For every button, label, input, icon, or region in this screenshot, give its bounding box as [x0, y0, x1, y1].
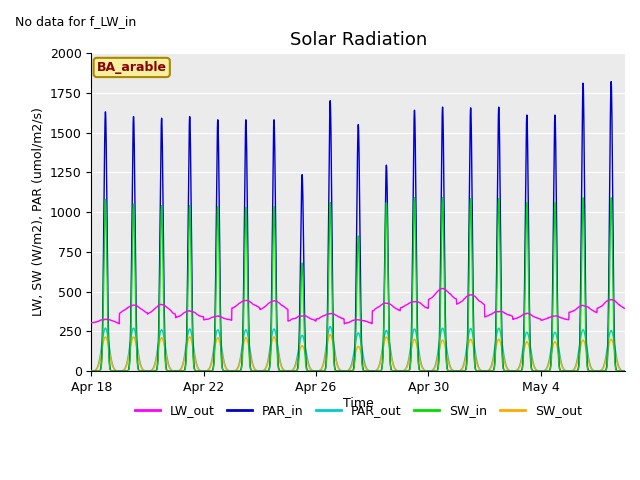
LW_out — [425, 297, 433, 302]
Line: PAR_in: PAR_in — [92, 82, 625, 371]
SW_in — [573, 368, 581, 374]
PAR_out — [136, 360, 144, 366]
SW_out — [621, 368, 629, 374]
Line: LW_out: LW_out — [92, 288, 625, 324]
SW_out — [88, 368, 95, 374]
PAR_in — [360, 368, 368, 374]
PAR_in — [573, 368, 580, 374]
LW_out — [439, 286, 447, 291]
PAR_out — [426, 368, 433, 374]
SW_in — [88, 368, 95, 374]
PAR_in — [364, 368, 371, 374]
SW_in — [411, 195, 419, 201]
LW_out — [491, 309, 499, 315]
SW_in — [364, 368, 371, 374]
PAR_in — [491, 360, 499, 366]
PAR_in — [425, 368, 433, 374]
Text: No data for f_LW_in: No data for f_LW_in — [15, 15, 136, 28]
PAR_out — [573, 358, 581, 363]
Title: Solar Radiation: Solar Radiation — [289, 31, 427, 48]
SW_out — [326, 332, 334, 337]
X-axis label: Time: Time — [343, 396, 374, 409]
PAR_in — [284, 368, 292, 374]
LW_out — [88, 320, 95, 325]
SW_out — [573, 360, 581, 366]
SW_in — [136, 368, 144, 374]
Line: SW_in: SW_in — [92, 198, 625, 371]
SW_out — [426, 368, 433, 374]
SW_out — [364, 367, 371, 373]
Text: BA_arable: BA_arable — [97, 61, 167, 74]
SW_out — [340, 368, 348, 374]
PAR_in — [88, 368, 95, 374]
Legend: LW_out, PAR_in, PAR_out, SW_in, SW_out: LW_out, PAR_in, PAR_out, SW_in, SW_out — [130, 399, 587, 422]
LW_out — [364, 319, 371, 324]
PAR_out — [88, 368, 95, 374]
LW_out — [573, 305, 581, 311]
LW_out — [621, 306, 629, 312]
LW_out — [340, 321, 348, 327]
Y-axis label: LW, SW (W/m2), PAR (umol/m2/s): LW, SW (W/m2), PAR (umol/m2/s) — [31, 108, 44, 316]
PAR_out — [364, 367, 371, 372]
PAR_out — [491, 344, 499, 350]
PAR_out — [360, 358, 368, 363]
SW_in — [360, 368, 368, 374]
PAR_out — [284, 368, 292, 374]
Line: PAR_out: PAR_out — [92, 326, 625, 371]
PAR_in — [136, 368, 144, 374]
PAR_out — [621, 368, 629, 374]
SW_in — [426, 368, 433, 374]
PAR_in — [607, 79, 615, 84]
PAR_in — [621, 368, 629, 374]
SW_in — [491, 361, 499, 367]
PAR_out — [326, 324, 334, 329]
SW_out — [360, 361, 368, 367]
Line: SW_out: SW_out — [92, 335, 625, 371]
LW_out — [360, 318, 368, 324]
SW_in — [621, 368, 629, 374]
SW_out — [491, 350, 499, 356]
LW_out — [136, 305, 144, 311]
SW_in — [284, 368, 292, 374]
SW_out — [136, 361, 144, 367]
